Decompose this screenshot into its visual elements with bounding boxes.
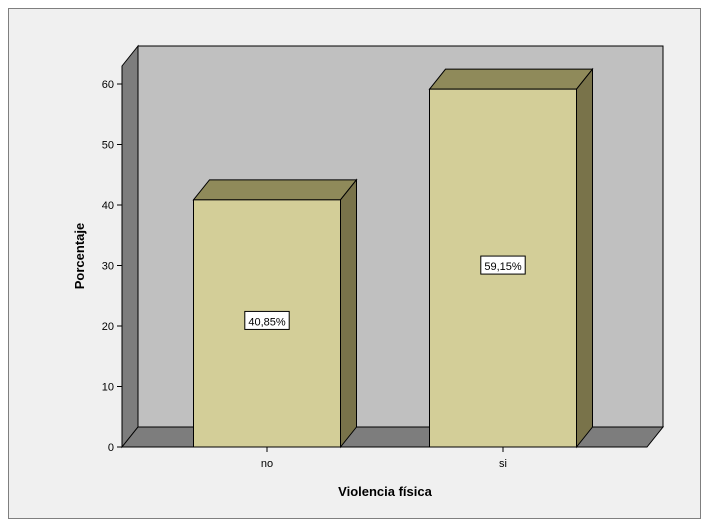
- data-label-box: [480, 255, 526, 275]
- y-axis: 0 10 20 30 40 50 60: [102, 66, 123, 454]
- bars: 40,85% 59,15%: [192, 67, 594, 449]
- y-tick-label: 30: [102, 261, 114, 273]
- y-tick-label: 50: [102, 140, 114, 152]
- y-tick-label: 20: [102, 321, 114, 333]
- data-label: 59,15%: [484, 261, 522, 273]
- y-axis-title: Porcentaje: [72, 223, 87, 289]
- x-tick-label: no: [261, 458, 273, 470]
- y-tick-label: 0: [108, 442, 114, 454]
- x-tick-label: si: [499, 458, 507, 470]
- data-label-box: [244, 310, 290, 330]
- y-ticks: 0 10 20 30 40 50 60: [102, 79, 122, 454]
- x-axis: no si: [122, 446, 647, 470]
- bar-side-face: [340, 178, 357, 449]
- bar-side-face: [576, 67, 593, 449]
- data-label: 40,85%: [248, 316, 286, 328]
- bar-si: 59,15%: [428, 67, 594, 449]
- bar-top-face: [192, 179, 358, 201]
- y-tick-label: 10: [102, 382, 114, 394]
- x-axis-title: Violencia física: [338, 484, 432, 499]
- bar-no: 40,85%: [192, 178, 358, 449]
- bar-top-face: [428, 68, 594, 90]
- y-tick-label: 60: [102, 79, 114, 91]
- x-ticks: no si: [261, 447, 507, 470]
- plot-left-wall: [121, 44, 139, 449]
- y-tick-label: 40: [102, 200, 114, 212]
